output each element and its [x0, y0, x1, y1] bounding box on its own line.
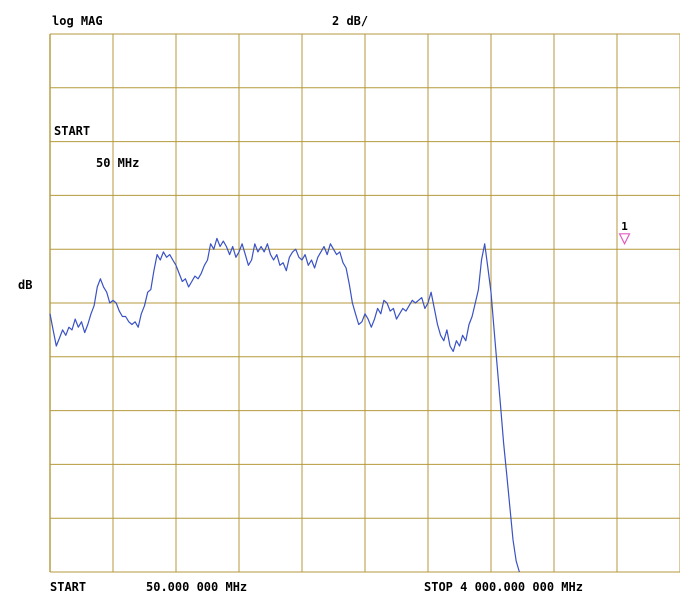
measurement-trace: [49, 237, 520, 573]
footer-start-frequency: 50.000 000 MHz: [146, 580, 248, 594]
start-annotation-value: 50 MHz: [96, 156, 140, 170]
footer-start-label: START: [50, 580, 87, 594]
scale-label: 2 dB/: [332, 14, 369, 28]
marker-1-triangle: [618, 233, 631, 246]
format-label: log MAG: [52, 14, 103, 28]
marker-1-label: 1: [621, 220, 628, 233]
y-axis-unit: dB: [18, 278, 33, 292]
graticule: [49, 33, 680, 573]
footer-stop-frequency: STOP 4 000.000 000 MHz: [424, 580, 583, 594]
trace-layer: [49, 237, 520, 573]
start-annotation-label: START: [54, 124, 91, 138]
marker-layer: 1: [618, 220, 631, 246]
